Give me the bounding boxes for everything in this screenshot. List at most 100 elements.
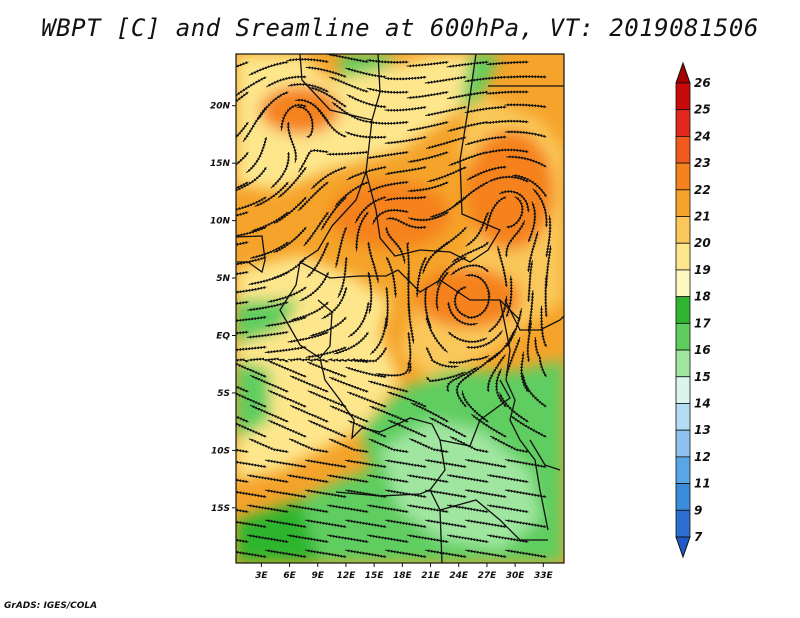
- colorbar-label: 23: [694, 156, 711, 170]
- colorbar-swatch: [675, 242, 691, 271]
- streamline: [236, 393, 267, 408]
- streamline: [264, 549, 307, 559]
- colorbar-swatch: [675, 136, 691, 164]
- country-borders: [236, 54, 564, 563]
- streamline: [305, 66, 347, 78]
- streamline: [506, 155, 547, 168]
- colorbar-label: 22: [694, 183, 711, 197]
- streamline: [466, 165, 507, 181]
- colorbar-label: 9: [694, 503, 702, 517]
- streamline: [326, 150, 369, 156]
- streamline: [486, 354, 506, 393]
- colorbar-label: 11: [694, 477, 711, 491]
- border-nigeria-cameroon: [295, 171, 367, 286]
- streamline: [248, 438, 289, 454]
- streamline: [236, 196, 267, 211]
- streamline: [510, 415, 547, 438]
- colorbar-swatch: [675, 376, 691, 404]
- colorbar-label: 24: [694, 129, 711, 143]
- streamline: [347, 391, 387, 408]
- streamline: [464, 489, 507, 499]
- streamline: [372, 208, 409, 225]
- colorbar-label: 16: [694, 343, 711, 357]
- colorbar-swatch: [675, 429, 691, 458]
- lat-tick-label: 10S: [211, 446, 230, 456]
- streamline: [247, 300, 289, 312]
- streamline: [366, 534, 409, 544]
- lon-tick-label: 3E: [255, 571, 268, 581]
- streamline: [369, 405, 409, 423]
- streamline: [236, 423, 267, 438]
- streamline: [264, 345, 307, 354]
- colorbar-swatch: [675, 403, 691, 431]
- colorbar-swatch: [675, 456, 691, 484]
- streamline: [471, 413, 507, 438]
- streamline: [435, 271, 449, 311]
- shade-hot-west: [330, 181, 450, 249]
- streamline: [236, 416, 249, 423]
- streamline: [498, 189, 530, 213]
- map-title: WBPT [C] and Sreamline at 600hPa, VT: 20…: [41, 14, 759, 42]
- lon-tick-label: 30E: [506, 571, 526, 581]
- colorbar-label: 7: [694, 530, 703, 544]
- streamline: [236, 490, 267, 499]
- streamline: [286, 534, 329, 544]
- streamline: [415, 256, 427, 298]
- colorbar-swatch: [675, 269, 691, 298]
- streamline: [328, 376, 369, 393]
- streamline: [522, 373, 547, 408]
- lon-tick-label: 15E: [365, 571, 385, 581]
- streamline: [465, 135, 507, 146]
- lon-tick-label: 6E: [283, 571, 296, 581]
- streamline: [486, 90, 529, 95]
- streamline: [446, 301, 478, 327]
- streamline: [344, 549, 387, 559]
- streamline: [367, 380, 409, 393]
- streamline: [344, 459, 387, 469]
- colorbar-label: 20: [694, 236, 711, 250]
- streamline: [326, 474, 369, 484]
- streamline: [425, 105, 467, 117]
- credit-label: GrADS: IGES/COLA: [4, 601, 98, 611]
- map-field: [236, 54, 564, 563]
- streamline: [267, 389, 307, 408]
- streamline: [236, 285, 267, 294]
- streamline: [385, 165, 427, 175]
- lon-tick-label: 24E: [449, 571, 469, 581]
- streamline: [424, 75, 467, 85]
- streamline: [407, 181, 449, 193]
- streamline: [406, 301, 415, 344]
- colorbar-label: 14: [694, 396, 711, 410]
- shade-hot-nw: [260, 86, 340, 134]
- streamline: [287, 331, 329, 343]
- streamline: [504, 103, 547, 109]
- colorbar-label: 26: [694, 76, 711, 90]
- streamline: [384, 135, 427, 145]
- latitude-axis: 20N 15N 10N 5N EQ 5S 10S 15S: [210, 102, 236, 514]
- streamline: [386, 216, 427, 230]
- streamline: [286, 57, 329, 64]
- streamline: [236, 363, 267, 378]
- streamline: [326, 534, 369, 544]
- streamline: [246, 474, 289, 484]
- streamline: [464, 549, 507, 559]
- streamline: [384, 549, 427, 559]
- streamline: [387, 419, 427, 438]
- colorbar-cap-top: [675, 61, 691, 84]
- streamline: [304, 459, 347, 469]
- border-rift-east: [499, 299, 549, 531]
- streamline: [345, 366, 387, 379]
- colorbar-label: 25: [694, 103, 711, 117]
- streamline: [486, 504, 529, 514]
- streamline: [296, 105, 315, 139]
- streamline: [246, 534, 289, 544]
- streamline: [326, 504, 369, 514]
- lat-tick-label: 5N: [216, 274, 230, 284]
- shade-darkgreen-sw: [236, 500, 320, 563]
- streamline: [264, 459, 307, 469]
- streamline: [335, 226, 348, 268]
- map-frame: [235, 53, 565, 564]
- streamline: [236, 121, 249, 140]
- streamline: [486, 148, 529, 154]
